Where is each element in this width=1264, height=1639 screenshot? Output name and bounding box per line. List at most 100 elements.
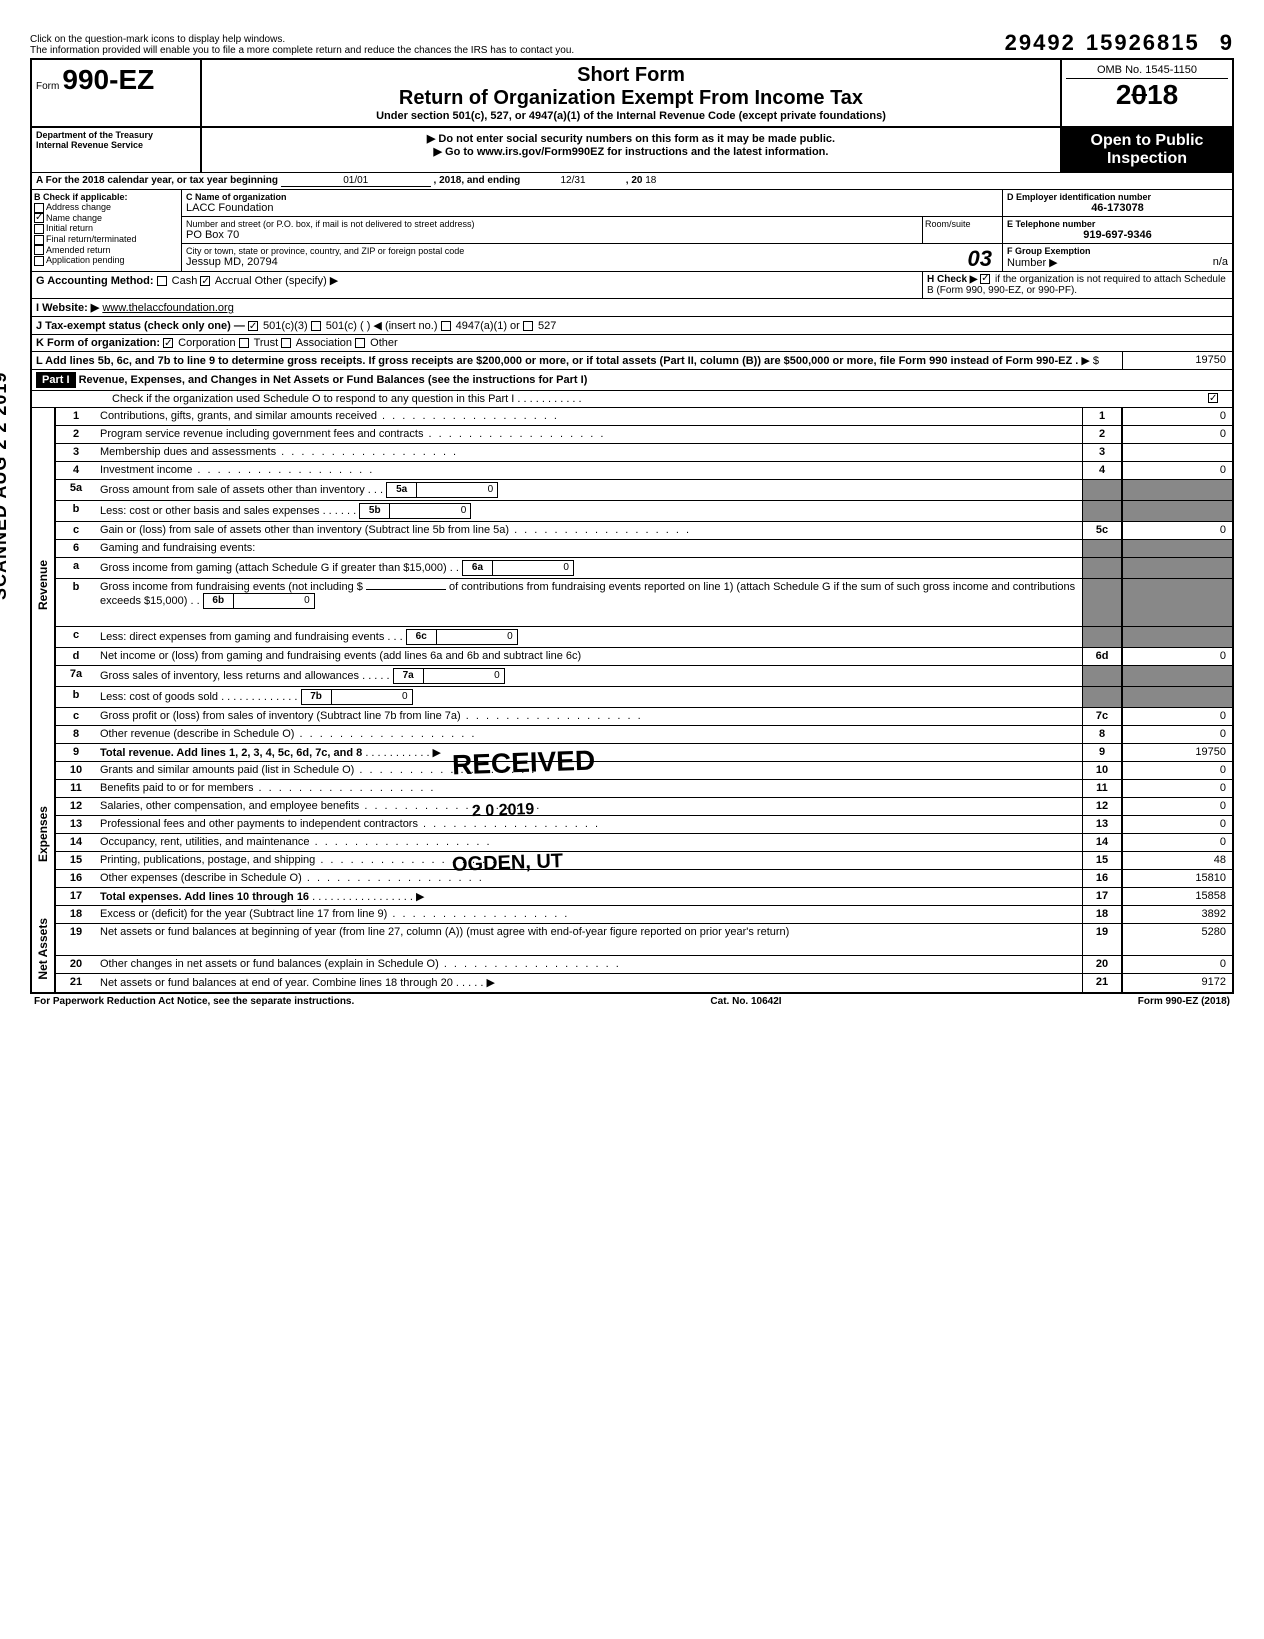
ln12-box: 12 [1082, 798, 1122, 815]
form-prefix: Form [36, 81, 59, 92]
ln7a-ibox: 7a [394, 669, 424, 683]
ln2-val: 0 [1122, 426, 1232, 443]
ln5c-val: 0 [1122, 522, 1232, 539]
ln20-num: 20 [56, 956, 96, 973]
ln6b-shade [1082, 579, 1122, 626]
ln7c-desc: Gross profit or (loss) from sales of inv… [96, 708, 1082, 725]
ln17-desc: Total expenses. Add lines 10 through 16 [100, 891, 309, 903]
ln17-val: 15858 [1122, 888, 1232, 905]
ln18-num: 18 [56, 906, 96, 923]
check-schedule-o[interactable] [1208, 393, 1218, 403]
ln12-desc: Salaries, other compensation, and employ… [96, 798, 1082, 815]
ln5b-ibox: 5b [360, 504, 390, 518]
ln13-num: 13 [56, 816, 96, 833]
short-form-title: Short Form [206, 64, 1056, 87]
part1-label: Part I [36, 372, 76, 388]
ln6c-shade2 [1122, 627, 1232, 647]
check-501c[interactable] [311, 321, 321, 331]
ln6-shade [1082, 540, 1122, 557]
ln1-box: 1 [1082, 408, 1122, 425]
check-trust[interactable] [239, 338, 249, 348]
tax-year: 20201818 [1066, 79, 1228, 111]
ln14-val: 0 [1122, 834, 1232, 851]
ln6c-ival: 0 [437, 630, 517, 644]
ln3-box: 3 [1082, 444, 1122, 461]
ln6d-desc: Net income or (loss) from gaming and fun… [96, 648, 1082, 665]
check-name[interactable] [34, 213, 44, 223]
ln3-desc: Membership dues and assessments [96, 444, 1082, 461]
ln10-desc: Grants and similar amounts paid (list in… [96, 762, 1082, 779]
check-assoc[interactable] [281, 338, 291, 348]
ln18-desc: Excess or (deficit) for the year (Subtra… [96, 906, 1082, 923]
ln5b-shade2 [1122, 501, 1232, 521]
check-cash[interactable] [157, 276, 167, 286]
ln6c-desc: Less: direct expenses from gaming and fu… [100, 631, 384, 643]
ln6a-shade [1082, 558, 1122, 578]
ln11-num: 11 [56, 780, 96, 797]
ln6c-num: c [56, 627, 96, 647]
ln10-num: 10 [56, 762, 96, 779]
ln15-val: 48 [1122, 852, 1232, 869]
ln6b-num: b [56, 579, 96, 626]
check-pending[interactable] [34, 256, 44, 266]
ln5c-box: 5c [1082, 522, 1122, 539]
ln8-desc: Other revenue (describe in Schedule O) [96, 726, 1082, 743]
ln4-box: 4 [1082, 462, 1122, 479]
ln11-val: 0 [1122, 780, 1232, 797]
check-accrual[interactable] [200, 276, 210, 286]
ln1-num: 1 [56, 408, 96, 425]
part1-title: Revenue, Expenses, and Changes in Net As… [79, 374, 588, 386]
top-number-1: 29492 [1005, 30, 1076, 56]
room-label: Room/suite [922, 217, 1002, 243]
check-amended[interactable] [34, 245, 44, 255]
label-pending: Application pending [46, 255, 125, 265]
subtitle: Under section 501(c), 527, or 4947(a)(1)… [206, 110, 1056, 122]
addr-label: Number and street (or P.O. box, if mail … [186, 219, 918, 229]
check-final[interactable] [34, 235, 44, 245]
check-schedule-b[interactable] [980, 274, 990, 284]
ln5a-shade2 [1122, 480, 1232, 500]
section-b-label: B Check if applicable: [34, 192, 179, 202]
section-k-label: K Form of organization: [36, 337, 160, 349]
side-expenses: Expenses [34, 802, 52, 866]
check-4947[interactable] [441, 321, 451, 331]
ln10-val: 0 [1122, 762, 1232, 779]
side-netassets: Net Assets [34, 914, 52, 984]
return-title: Return of Organization Exempt From Incom… [206, 87, 1056, 110]
ln6-shade2 [1122, 540, 1232, 557]
ln6d-box: 6d [1082, 648, 1122, 665]
ln21-val: 9172 [1122, 974, 1232, 992]
goto-link: Go to www.irs.gov/Form990EZ for instruct… [206, 145, 1056, 158]
ln14-desc: Occupancy, rent, utilities, and maintena… [96, 834, 1082, 851]
section-a-yr-val: 18 [645, 175, 656, 186]
ln5a-num: 5a [56, 480, 96, 500]
ln1-desc: Contributions, gifts, grants, and simila… [96, 408, 1082, 425]
ln5c-num: c [56, 522, 96, 539]
check-initial[interactable] [34, 224, 44, 234]
check-501c3[interactable] [248, 321, 258, 331]
check-527[interactable] [523, 321, 533, 331]
ln17-box: 17 [1082, 888, 1122, 905]
check-corp[interactable] [163, 338, 173, 348]
section-f-label: F Group Exemption [1007, 246, 1091, 256]
top-number-2: 15926815 [1086, 30, 1200, 56]
ln7b-ibox: 7b [302, 690, 332, 704]
ln7c-box: 7c [1082, 708, 1122, 725]
check-other-org[interactable] [355, 338, 365, 348]
label-amended: Amended return [46, 245, 111, 255]
ln2-desc: Program service revenue including govern… [96, 426, 1082, 443]
ln5a-ibox: 5a [387, 483, 417, 497]
ln19-box: 19 [1082, 924, 1122, 955]
ln7a-num: 7a [56, 666, 96, 686]
website-value: www.thelaccfoundation.org [102, 302, 233, 314]
ln13-box: 13 [1082, 816, 1122, 833]
part1-check-text: Check if the organization used Schedule … [112, 393, 514, 405]
ln6b-shade2 [1122, 579, 1232, 626]
ln5c-desc: Gain or (loss) from sale of assets other… [96, 522, 1082, 539]
dept-treasury: Department of the Treasury [36, 130, 196, 140]
top-number-3: 9 [1220, 30, 1234, 56]
section-l-text: L Add lines 5b, 6c, and 7b to line 9 to … [36, 355, 1078, 367]
ln1-val: 0 [1122, 408, 1232, 425]
ln6-num: 6 [56, 540, 96, 557]
ln7a-shade2 [1122, 666, 1232, 686]
